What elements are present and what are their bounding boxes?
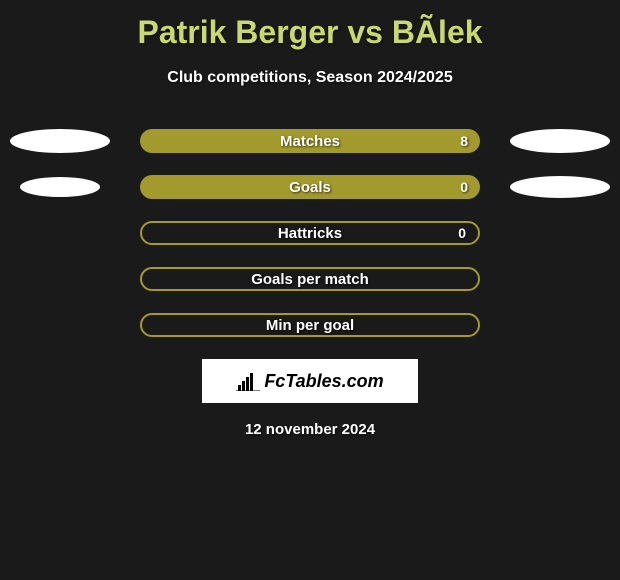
stat-value: 8 <box>460 133 468 149</box>
stat-label: Hattricks <box>278 225 342 242</box>
ellipse-right <box>510 176 610 198</box>
page-title: Patrik Berger vs BÃ­lek <box>0 0 620 51</box>
stat-value: 0 <box>458 225 466 241</box>
stat-value: 0 <box>460 179 468 195</box>
stat-label: Min per goal <box>266 317 354 334</box>
stat-row-matches: Matches 8 <box>0 129 620 153</box>
ellipse-left <box>10 129 110 153</box>
stat-label: Matches <box>280 133 340 150</box>
stat-label: Goals <box>289 179 331 196</box>
stat-row-min-per-goal: Min per goal <box>0 313 620 337</box>
stat-bar: Goals per match <box>140 267 480 291</box>
stat-row-goals-per-match: Goals per match <box>0 267 620 291</box>
stat-bar: Goals 0 <box>140 175 480 199</box>
footer-date: 12 november 2024 <box>0 421 620 438</box>
stat-row-hattricks: Hattricks 0 <box>0 221 620 245</box>
page-subtitle: Club competitions, Season 2024/2025 <box>0 69 620 87</box>
ellipse-right <box>510 129 610 153</box>
stat-bar: Hattricks 0 <box>140 221 480 245</box>
stat-bar: Min per goal <box>140 313 480 337</box>
stat-bar: Matches 8 <box>140 129 480 153</box>
chart-bars-icon <box>236 371 260 391</box>
stats-chart: Matches 8 Goals 0 Hattricks 0 Goals per … <box>0 129 620 337</box>
stat-row-goals: Goals 0 <box>0 175 620 199</box>
logo-box: FcTables.com <box>202 359 418 403</box>
ellipse-left <box>20 177 100 197</box>
logo-text: FcTables.com <box>264 371 383 392</box>
stat-label: Goals per match <box>251 271 369 288</box>
